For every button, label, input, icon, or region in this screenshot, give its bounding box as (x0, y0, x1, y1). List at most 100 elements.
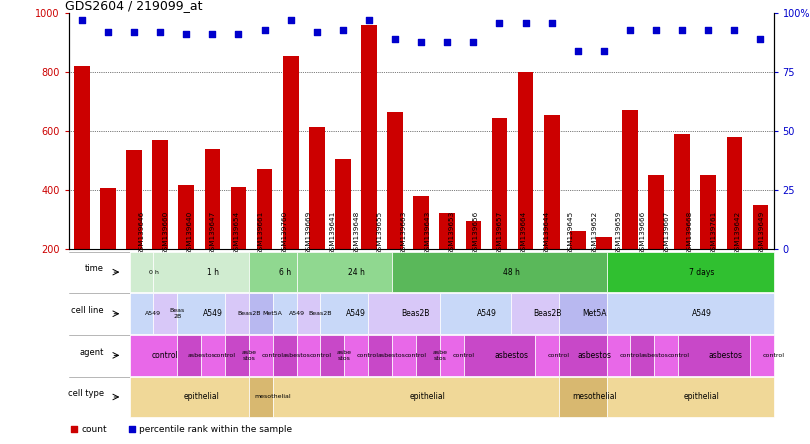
Bar (368, 335, 392, 376)
Bar (750, 335, 774, 376)
Text: asbestos: asbestos (378, 353, 406, 358)
Bar (678, 335, 750, 376)
Text: asbe
stos: asbe stos (241, 350, 256, 361)
Text: A549: A549 (145, 311, 161, 316)
Bar (249, 377, 273, 417)
Bar (296, 293, 321, 334)
Text: 6 h: 6 h (279, 268, 291, 277)
Point (571, 48, 584, 55)
Point (598, 48, 611, 55)
Point (232, 31, 245, 38)
Bar (74, 66, 90, 308)
Bar (392, 252, 607, 293)
Point (363, 17, 376, 24)
Text: GSM139654: GSM139654 (234, 211, 240, 255)
Text: GSM139648: GSM139648 (353, 211, 359, 255)
Bar (321, 293, 368, 334)
Text: GSM139656: GSM139656 (472, 211, 479, 255)
Text: control: control (548, 353, 570, 358)
Text: asbestos: asbestos (494, 351, 528, 360)
Point (180, 31, 193, 38)
Text: epithelial: epithelial (684, 392, 720, 401)
Text: GSM139644: GSM139644 (544, 211, 550, 255)
Text: GSM139663: GSM139663 (401, 211, 407, 255)
Bar (225, 293, 249, 334)
Bar (100, 188, 116, 308)
Bar (249, 252, 296, 293)
Point (701, 26, 714, 33)
Bar (153, 252, 249, 293)
Text: Beas2B: Beas2B (533, 309, 561, 318)
Bar (607, 377, 774, 417)
Bar (130, 335, 177, 376)
Bar (201, 335, 225, 376)
Text: A549: A549 (346, 309, 366, 318)
Text: GSM139660: GSM139660 (162, 211, 168, 255)
Bar (257, 169, 272, 308)
Text: Beas2B: Beas2B (309, 311, 332, 316)
Bar (249, 335, 273, 376)
Bar (559, 377, 607, 417)
Bar (511, 293, 559, 334)
Bar (273, 377, 559, 417)
Point (441, 38, 454, 45)
Text: GSM139657: GSM139657 (497, 211, 502, 255)
Point (676, 26, 688, 33)
Text: asbestos: asbestos (641, 353, 668, 358)
Text: asbe
stos: asbe stos (337, 350, 352, 361)
Text: GSM139668: GSM139668 (687, 211, 693, 255)
Point (389, 36, 402, 43)
Point (128, 28, 141, 36)
Text: GSM139646: GSM139646 (139, 211, 144, 255)
Bar (518, 72, 534, 308)
Text: control: control (214, 353, 236, 358)
Text: A549: A549 (203, 309, 223, 318)
Bar (648, 175, 664, 308)
Text: agent: agent (79, 348, 104, 357)
Bar (335, 159, 351, 308)
Bar (607, 293, 774, 334)
Point (350, 294, 363, 301)
Bar (178, 186, 194, 308)
Point (467, 38, 480, 45)
Bar (535, 335, 559, 376)
Text: GSM139653: GSM139653 (449, 211, 454, 255)
Bar (231, 187, 246, 308)
Bar (654, 335, 678, 376)
Text: asbestos: asbestos (187, 353, 215, 358)
Text: 7 days: 7 days (689, 268, 714, 277)
Text: GDS2604 / 219099_at: GDS2604 / 219099_at (66, 0, 202, 12)
Text: asbestos: asbestos (283, 353, 310, 358)
Bar (727, 137, 742, 308)
Bar (152, 140, 168, 308)
Text: Met5A: Met5A (262, 311, 283, 316)
Text: GSM139666: GSM139666 (639, 211, 646, 255)
Point (545, 19, 558, 26)
Bar (413, 196, 429, 308)
Text: GSM139643: GSM139643 (424, 211, 431, 255)
Text: control: control (667, 353, 689, 358)
Point (728, 26, 741, 33)
Bar (225, 335, 249, 376)
Bar (596, 237, 612, 308)
Text: count: count (81, 425, 107, 434)
Text: GSM139649: GSM139649 (759, 211, 765, 255)
Bar (440, 335, 463, 376)
Bar (607, 252, 774, 293)
Bar (130, 293, 153, 334)
Bar (296, 252, 392, 293)
Text: asbestos: asbestos (709, 351, 743, 360)
Text: mesothelial: mesothelial (573, 392, 617, 401)
Text: Beas
2B: Beas 2B (169, 308, 185, 319)
Text: Met5A: Met5A (582, 309, 607, 318)
Bar (392, 335, 416, 376)
Bar (492, 118, 507, 308)
Text: control: control (357, 353, 379, 358)
Text: asbe
stos: asbe stos (433, 350, 447, 361)
Text: mesothelial: mesothelial (254, 394, 291, 400)
Bar (440, 214, 455, 308)
Bar (440, 293, 511, 334)
Bar (321, 335, 344, 376)
Point (754, 36, 767, 43)
Text: cell type: cell type (68, 389, 104, 398)
